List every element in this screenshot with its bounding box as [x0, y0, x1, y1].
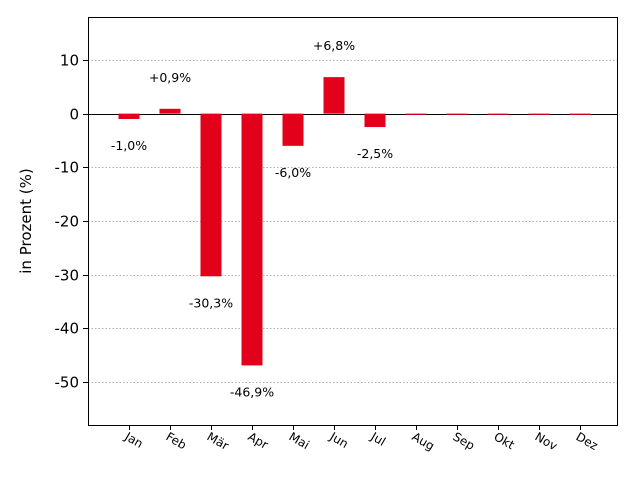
- bar-apr: [241, 113, 263, 366]
- bar-nov: [528, 113, 550, 115]
- x-tick-label: Nov: [533, 429, 560, 453]
- x-tick-label: Apr: [246, 429, 271, 452]
- y-axis-title: in Prozent (%): [17, 168, 35, 273]
- bars: [118, 77, 591, 366]
- y-tick-label: -10: [55, 159, 80, 177]
- x-axis-ticks: Jan Feb Mär Apr Mai Jun Jul Aug Sep Okt Nov Dez: [122, 425, 601, 453]
- bar-feb: [159, 108, 181, 114]
- x-tick-label: Aug: [410, 429, 437, 453]
- bar-sep: [446, 113, 468, 115]
- data-label: -6,0%: [275, 165, 311, 180]
- data-label: -46,9%: [230, 384, 274, 399]
- x-tick-label: Sep: [451, 429, 478, 452]
- plot-frame: [88, 17, 618, 426]
- x-tick-label: Mär: [205, 429, 232, 452]
- data-label: +6,8%: [313, 38, 355, 53]
- bar-aug: [405, 113, 427, 115]
- data-label: +0,9%: [149, 70, 191, 85]
- bar-mai: [282, 113, 304, 146]
- bar-mär: [200, 113, 222, 277]
- bar-jul: [364, 113, 386, 128]
- data-label: -30,3%: [189, 295, 233, 310]
- x-tick-label: Mai: [287, 429, 312, 452]
- x-tick-label: Feb: [164, 429, 189, 452]
- x-tick-label: Jun: [327, 429, 351, 451]
- bar-okt: [487, 113, 509, 115]
- bar-jun: [323, 77, 345, 114]
- y-axis-ticks: 10 0 -10 -20 -30 -40 -50: [55, 52, 88, 392]
- bar-dez: [569, 113, 591, 115]
- y-tick-label: -50: [55, 374, 80, 392]
- bar-jan: [118, 113, 140, 119]
- grid-lines: [88, 60, 617, 383]
- y-tick-label: 10: [60, 52, 79, 70]
- y-tick-label: 0: [69, 106, 79, 124]
- data-label: -2,5%: [357, 146, 393, 161]
- data-labels: -1,0% +0,9% -30,3% -46,9% -6,0% +6,8% -2,5%: [111, 38, 393, 399]
- x-tick-label: Jul: [368, 429, 388, 449]
- y-tick-label: -30: [55, 267, 80, 285]
- y-tick-label: -20: [55, 213, 80, 231]
- x-tick-label: Dez: [574, 429, 601, 453]
- data-label: -1,0%: [111, 138, 147, 153]
- x-tick-label: Okt: [492, 429, 518, 452]
- y-tick-label: -40: [55, 320, 80, 338]
- x-tick-label: Jan: [122, 429, 146, 451]
